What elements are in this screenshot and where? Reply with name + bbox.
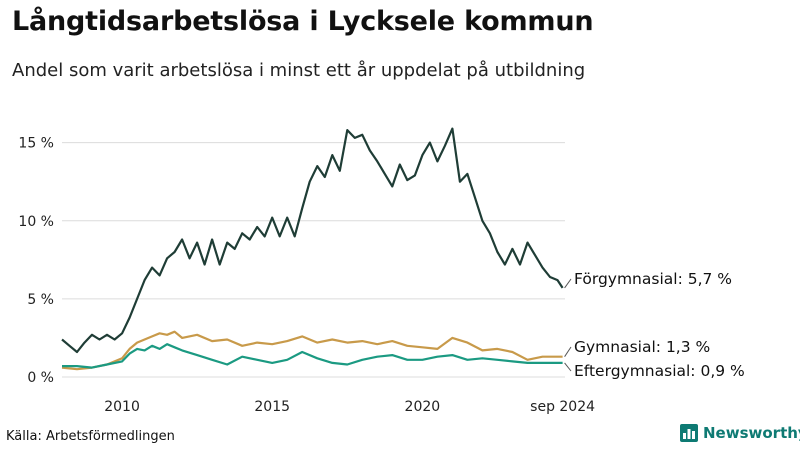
y-tick-label: 10 % [18, 214, 54, 230]
y-tick-label: 0 % [27, 370, 54, 386]
end-label-leader [564, 346, 572, 357]
x-tick-label: 2015 [254, 399, 290, 415]
source-note: Källa: Arbetsförmedlingen [6, 429, 175, 444]
y-tick-label: 15 % [18, 136, 54, 152]
brand-logo: Newsworthy [680, 424, 800, 442]
end-label-leader [564, 362, 572, 372]
end-label-förgymnasial: Förgymnasial: 5,7 % [574, 270, 732, 288]
series-line-eftergymnasial [62, 343, 563, 369]
chart-subtitle: Andel som varit arbetslösa i minst ett å… [12, 60, 586, 81]
series-line-gymnasial [61, 330, 563, 371]
end-label-eftergymnasial: Eftergymnasial: 0,9 % [574, 362, 745, 380]
x-tick-label: 2020 [405, 399, 441, 415]
series-line-förgymnasial [61, 127, 564, 354]
end-label-gymnasial: Gymnasial: 1,3 % [574, 338, 710, 356]
brand-name: Newsworthy [703, 424, 800, 442]
bar-chart-logo-icon [680, 424, 698, 442]
y-tick-label: 5 % [27, 292, 54, 308]
chart-title: Långtidsarbetslösa i Lycksele kommun [12, 6, 594, 37]
end-label-leader [564, 278, 572, 289]
x-tick-label: sep 2024 [530, 399, 595, 415]
x-tick-label: 2010 [104, 399, 140, 415]
